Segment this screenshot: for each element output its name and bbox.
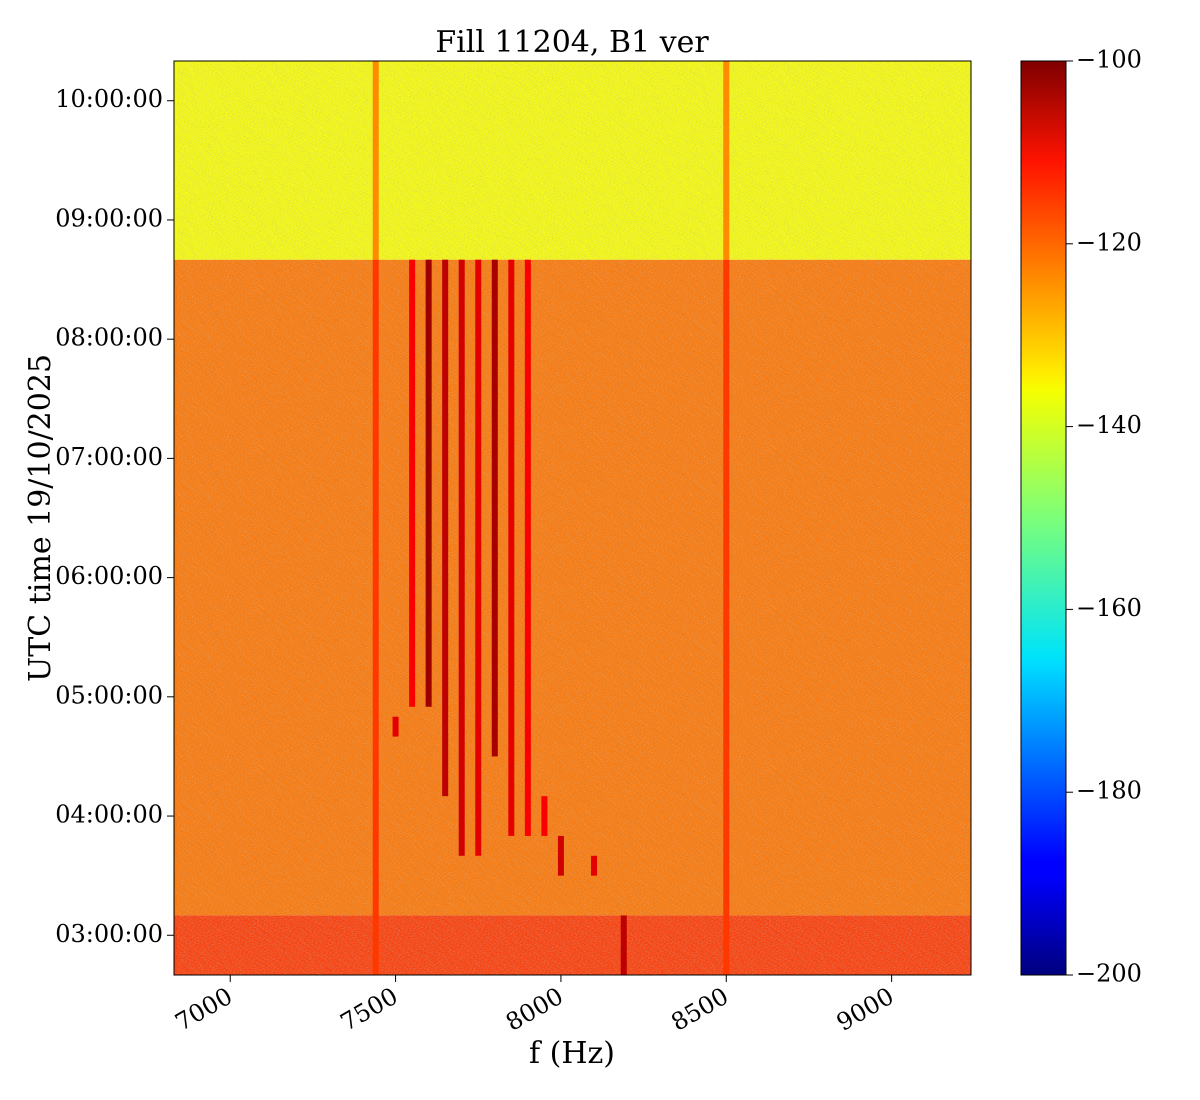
spectral-line — [524, 259, 531, 836]
y-tick-label: 09:00:00 — [55, 204, 163, 232]
colorbar-tick-label: −100 — [1076, 46, 1142, 74]
spectral-line — [620, 915, 627, 975]
spectral-line — [508, 259, 515, 836]
y-axis-label: UTC time 19/10/2025 — [23, 354, 58, 682]
colorbar: −100 −120 −140 −160 −180 −200 — [1020, 46, 1142, 988]
colorbar-tick-label: −140 — [1076, 411, 1142, 439]
spectral-line — [723, 259, 730, 975]
x-tick-label: 8500 — [666, 982, 733, 1037]
x-tick-label: 8000 — [501, 982, 568, 1037]
x-tick-label: 9000 — [832, 982, 899, 1037]
spectral-line — [425, 259, 432, 707]
x-tick-label: 7000 — [170, 982, 237, 1037]
spectral-line — [392, 716, 399, 737]
y-axis: 03:00:00 04:00:00 05:00:00 06:00:00 07:00:00… — [55, 85, 174, 948]
x-axis: 7000 7500 8000 8500 9000 — [170, 975, 899, 1037]
plot-area — [173, 60, 972, 976]
noise-texture-dark — [177, 63, 971, 975]
y-tick-label: 03:00:00 — [55, 920, 163, 948]
spectral-line — [590, 855, 597, 876]
spectral-line — [723, 61, 730, 260]
colorbar-gradient — [1020, 60, 1067, 976]
colorbar-tick-label: −200 — [1076, 960, 1142, 988]
y-tick-label: 05:00:00 — [55, 681, 163, 709]
colorbar-tick-label: −120 — [1076, 228, 1142, 256]
y-tick-label: 07:00:00 — [55, 443, 163, 471]
heatmap-layer — [174, 61, 971, 975]
y-tick-label: 08:00:00 — [55, 324, 163, 352]
y-tick-label: 10:00:00 — [55, 85, 163, 113]
spectral-line — [372, 259, 379, 975]
colorbar-tick-label: −180 — [1076, 777, 1142, 805]
colorbar-ticks: −100 −120 −140 −160 −180 −200 — [1066, 46, 1142, 988]
spectral-line — [475, 259, 482, 856]
spectral-line — [557, 835, 564, 876]
spectral-line — [541, 796, 548, 836]
chart-title: Fill 11204, B1 ver — [435, 25, 709, 60]
spectral-line — [372, 61, 379, 260]
colorbar-tick-label: −160 — [1076, 594, 1142, 622]
x-axis-label: f (Hz) — [529, 1036, 615, 1071]
spectral-line — [458, 259, 465, 856]
spectral-line — [491, 259, 498, 757]
spectral-line — [442, 259, 449, 797]
y-tick-label: 04:00:00 — [55, 801, 163, 829]
spectral-line — [409, 259, 416, 707]
x-tick-label: 7500 — [336, 982, 403, 1037]
plot-frame — [173, 60, 972, 976]
y-tick-label: 06:00:00 — [55, 562, 163, 590]
